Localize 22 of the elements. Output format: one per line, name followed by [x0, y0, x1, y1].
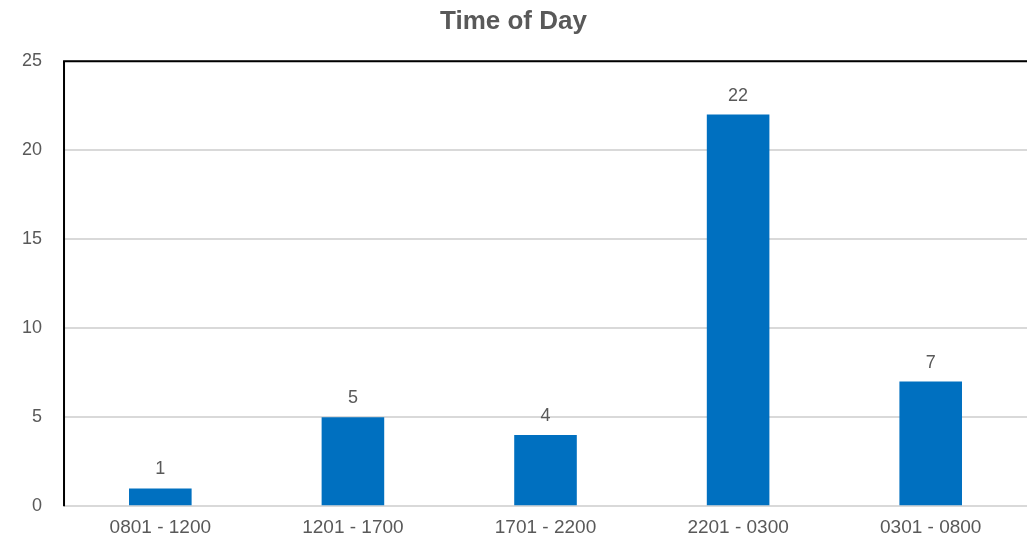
data-label: 1: [155, 458, 166, 479]
y-tick-label: 5: [32, 406, 43, 427]
bar: [706, 114, 770, 506]
x-tick-label: 1701 - 2200: [494, 515, 597, 537]
y-tick-label: 0: [32, 495, 43, 516]
bar: [899, 381, 962, 506]
data-label: 22: [728, 84, 749, 105]
y-tick-label: 10: [21, 317, 43, 338]
bar: [321, 417, 385, 506]
bar: [514, 435, 577, 506]
chart-title: Time of Day: [440, 4, 588, 35]
bar: [129, 488, 192, 506]
y-tick-label: 15: [21, 228, 43, 249]
x-tick-label: 1201 - 1700: [302, 515, 404, 537]
x-tick-label: 0801 - 1200: [109, 515, 212, 537]
y-tick-label: 25: [21, 50, 43, 71]
x-tick-label: 0301 - 0800: [879, 515, 982, 537]
data-label: 7: [925, 351, 936, 372]
data-label: 5: [347, 387, 358, 408]
y-tick-label: 20: [21, 139, 43, 160]
x-tick-label: 2201 - 0300: [687, 515, 789, 537]
data-label: 4: [540, 404, 551, 425]
